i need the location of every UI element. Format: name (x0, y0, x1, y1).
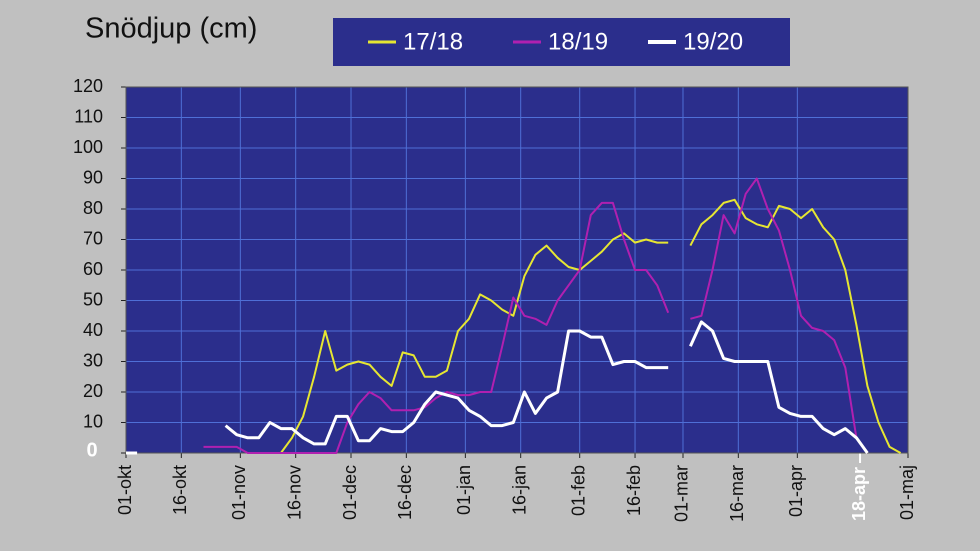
x-tick-label: 01-okt (115, 465, 135, 515)
legend (333, 18, 790, 66)
y-tick-label: 60 (83, 259, 103, 279)
y-tick-label: 30 (83, 350, 103, 370)
legend-label: 18/19 (548, 28, 608, 55)
y-tick-label: 120 (73, 76, 103, 96)
x-tick-label: 01-jan (454, 465, 474, 515)
x-tick-label: 01-mar (672, 465, 692, 522)
x-tick-label: 16-jan (509, 465, 529, 515)
x-tick-label: 01-apr (786, 465, 806, 517)
y-tick-label: 40 (83, 320, 103, 340)
x-tick-label: 01-nov (229, 465, 249, 520)
x-tick-label: 16-dec (395, 465, 415, 520)
legend-label: 19/20 (683, 28, 743, 55)
x-tick-label: 16-mar (727, 465, 747, 522)
series-line (203, 177, 869, 454)
legend-label: 17/18 (403, 28, 463, 55)
x-tick-label: 01-maj (897, 465, 917, 520)
chart-title: Snödjup (cm) (85, 13, 257, 45)
series-line (126, 320, 869, 455)
y-tick-label: 110 (74, 106, 103, 126)
y-tick-label: 50 (83, 289, 103, 309)
x-tick-label: 16-okt (170, 465, 190, 515)
y-tick-label: 20 (83, 381, 103, 401)
y-tick-label: 80 (83, 198, 103, 218)
y-tick-label: 90 (83, 167, 103, 187)
x-tick-label: 16-nov (284, 465, 304, 520)
y-tick-label: 100 (73, 137, 103, 157)
x-tick-label: 18-apr (849, 467, 869, 521)
y-tick-label: 70 (83, 228, 103, 248)
y-tick-label: 0 (86, 439, 97, 461)
series-line (269, 198, 902, 454)
x-tick-label: 16-feb (624, 465, 644, 516)
x-tick-label: 01-feb (568, 465, 588, 516)
plot-border (125, 86, 909, 454)
x-tick-label: 01-dec (340, 465, 360, 520)
y-tick-label: 10 (83, 411, 103, 431)
